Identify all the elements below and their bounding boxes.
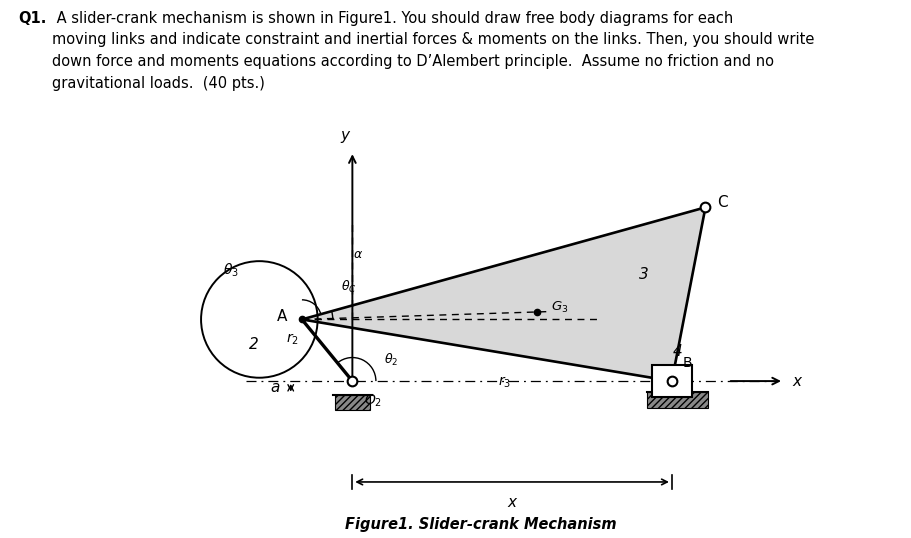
Text: a: a [270,380,279,395]
Text: A slider-crank mechanism is shown in Figure1. You should draw free body diagrams: A slider-crank mechanism is shown in Fig… [51,11,813,90]
Text: $\alpha$: $\alpha$ [353,248,363,261]
Text: 2: 2 [249,337,259,352]
Text: $\theta_C$: $\theta_C$ [341,279,356,295]
Text: Figure1. Slider-crank Mechanism: Figure1. Slider-crank Mechanism [345,518,617,533]
Text: C: C [716,195,726,210]
Polygon shape [302,207,705,381]
Text: 4: 4 [671,344,681,359]
Text: A: A [277,309,287,323]
Text: x: x [792,373,801,388]
Text: y: y [340,129,349,144]
Text: $\theta_2$: $\theta_2$ [384,351,397,367]
Text: $G_3$: $G_3$ [550,300,568,315]
Text: $O_2$: $O_2$ [363,392,382,409]
Bar [334,394,369,410]
Bar [646,392,708,408]
Text: B: B [682,356,691,370]
Bar [651,365,691,397]
Text: $\theta_3$: $\theta_3$ [223,261,239,279]
Text: $r_2$: $r_2$ [286,331,299,347]
Text: x: x [507,495,516,511]
Text: Q1.: Q1. [18,11,46,26]
Text: $r_3$: $r_3$ [497,375,510,390]
Text: 3: 3 [639,267,648,282]
